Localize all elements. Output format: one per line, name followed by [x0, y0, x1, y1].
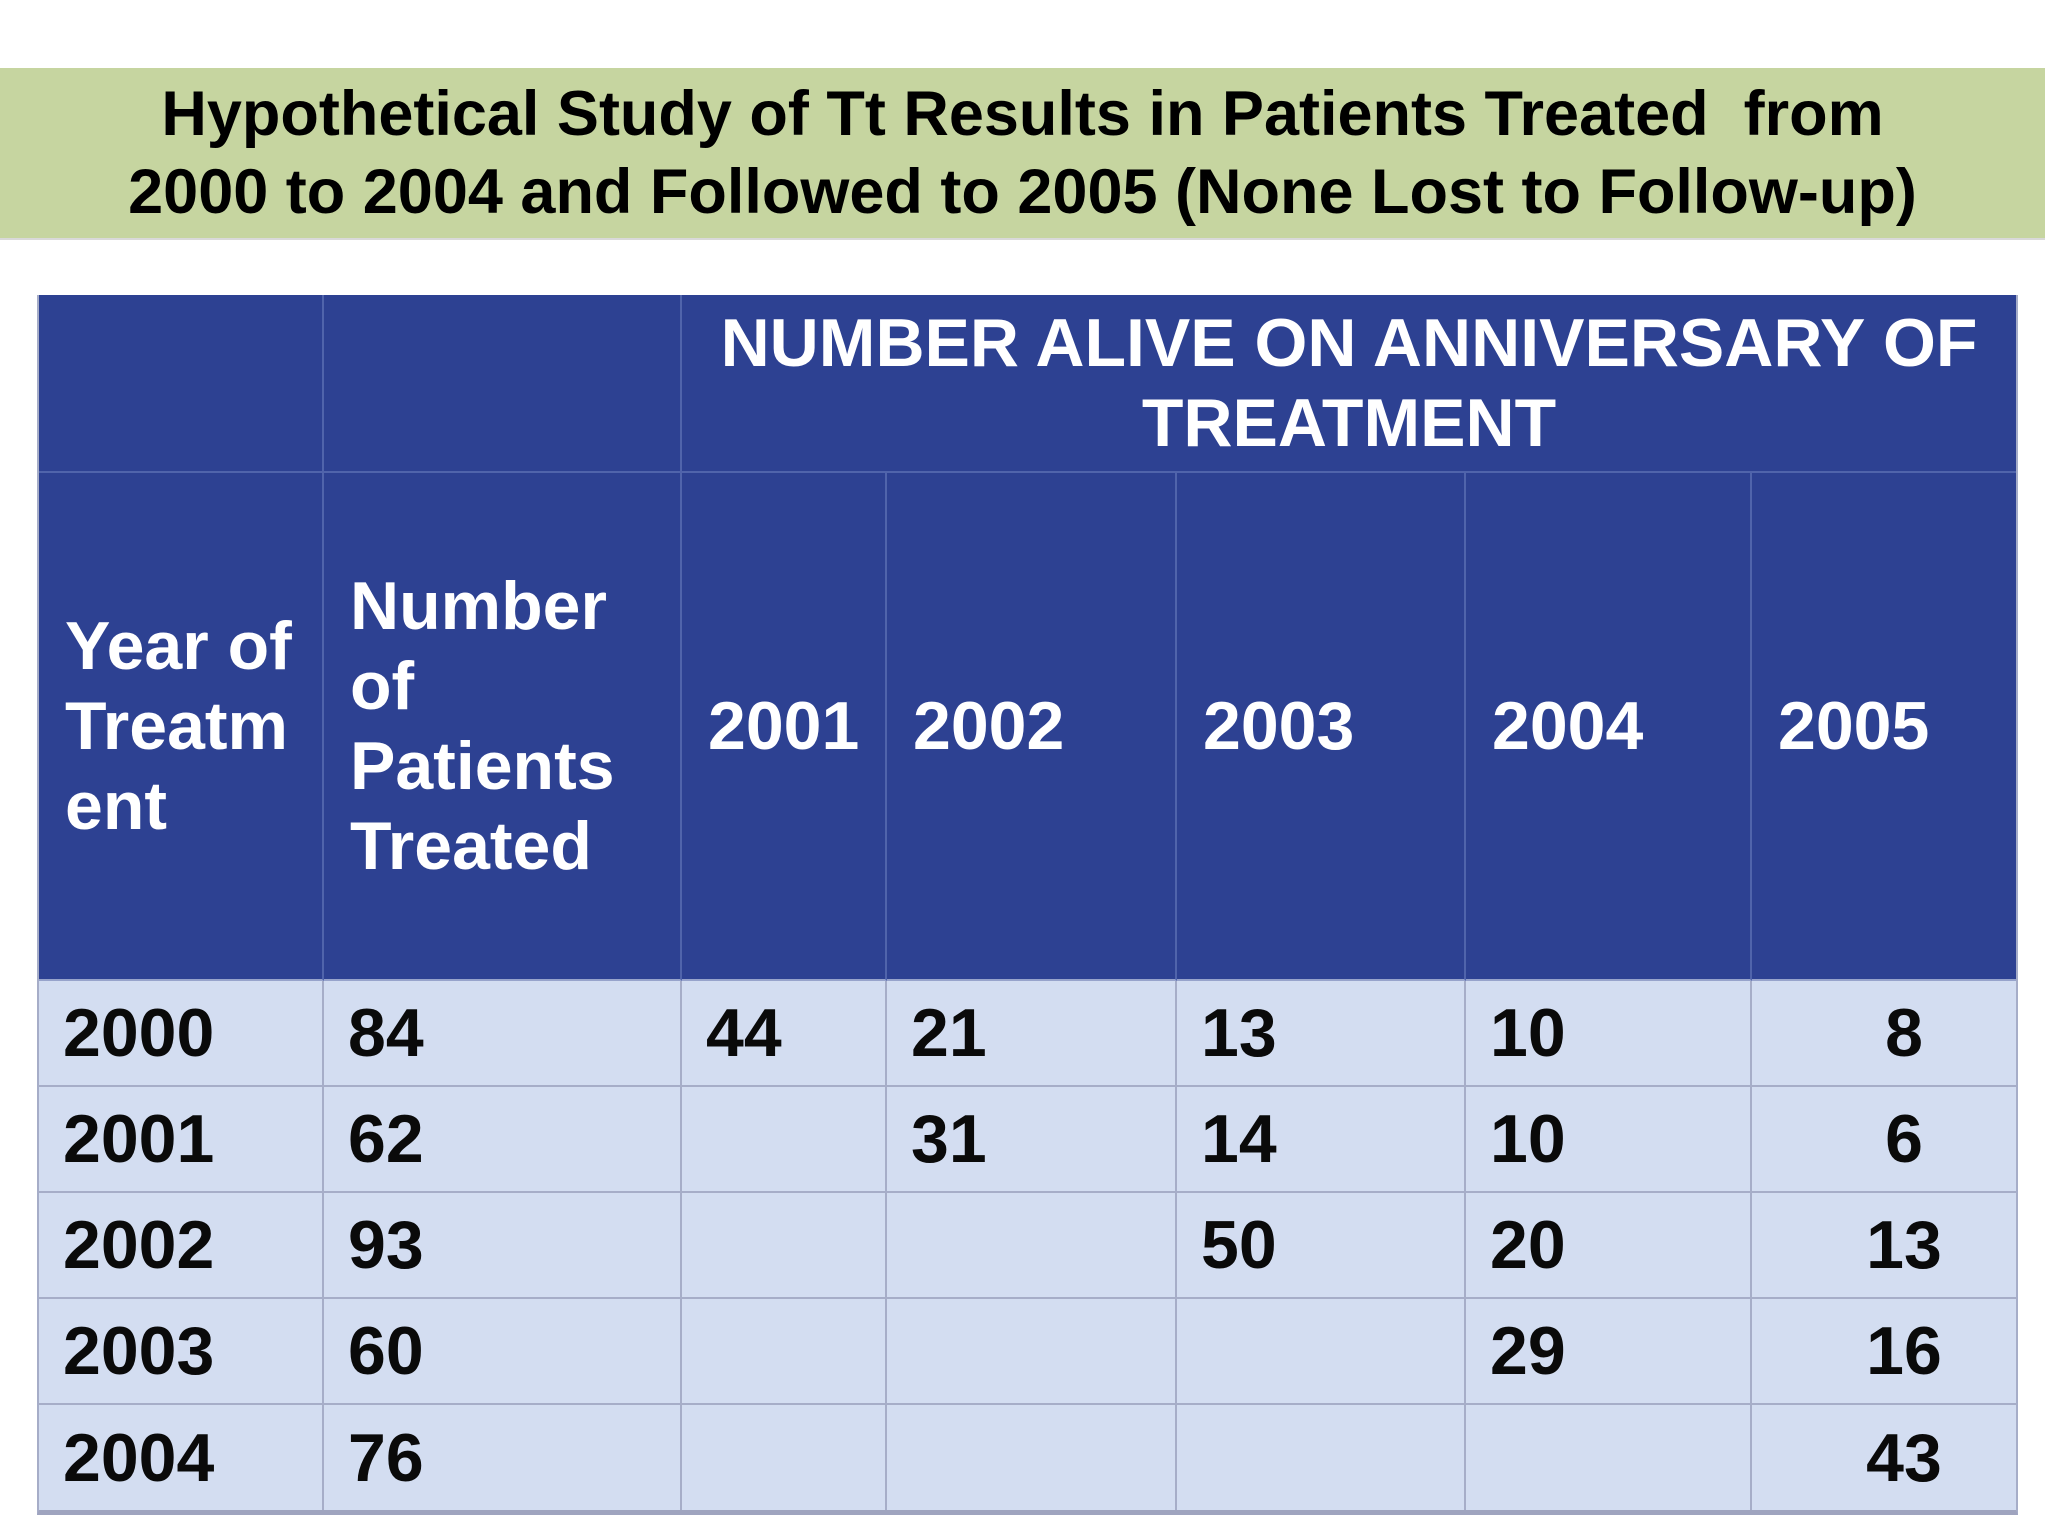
data-cell [682, 1299, 887, 1405]
data-cell: 13 [1752, 1193, 2016, 1299]
slide-title: Hypothetical Study of Tt Results in Pati… [128, 79, 1917, 227]
header-2003: 2003 [1177, 473, 1466, 981]
title-banner: Hypothetical Study of Tt Results in Pati… [0, 68, 2045, 238]
header-2001: 2001 [682, 473, 887, 981]
data-cell [682, 1405, 887, 1510]
data-cell: 76 [324, 1405, 682, 1510]
data-cell: 60 [324, 1299, 682, 1405]
header-spacer-year [39, 295, 324, 473]
data-cell [1177, 1299, 1466, 1405]
data-cell: 2000 [39, 981, 324, 1087]
data-cell: 6 [1752, 1087, 2016, 1193]
data-cell: 10 [1466, 1087, 1752, 1193]
header-2004: 2004 [1466, 473, 1752, 981]
study-table: NUMBER ALIVE ON ANNIVERSARY OF TREATMENT… [37, 295, 2018, 1515]
data-cell: 31 [887, 1087, 1177, 1193]
header-number-alive: NUMBER ALIVE ON ANNIVERSARY OF TREATMENT [682, 295, 2016, 473]
data-cell: 2003 [39, 1299, 324, 1405]
data-cell [887, 1405, 1177, 1510]
data-cell [887, 1299, 1177, 1405]
data-cell: 62 [324, 1087, 682, 1193]
data-cell [1466, 1405, 1752, 1510]
data-cell [887, 1193, 1177, 1299]
data-cell: 10 [1466, 981, 1752, 1087]
header-2002: 2002 [887, 473, 1177, 981]
data-cell: 2004 [39, 1405, 324, 1510]
data-cell [682, 1193, 887, 1299]
data-cell: 43 [1752, 1405, 2016, 1510]
data-cell: 21 [887, 981, 1177, 1087]
data-cell: 13 [1177, 981, 1466, 1087]
data-cell: 2002 [39, 1193, 324, 1299]
header-number-patients-treated: Number of Patients Treated [324, 473, 682, 981]
header-2005: 2005 [1752, 473, 2016, 981]
header-spacer-patients [324, 295, 682, 473]
data-cell: 16 [1752, 1299, 2016, 1405]
header-year-of-treatment: Year of Treatm ent [39, 473, 324, 981]
data-cell: 14 [1177, 1087, 1466, 1193]
data-cell: 29 [1466, 1299, 1752, 1405]
data-cell: 8 [1752, 981, 2016, 1087]
data-cell: 2001 [39, 1087, 324, 1193]
data-cell: 84 [324, 981, 682, 1087]
data-cell: 20 [1466, 1193, 1752, 1299]
data-cell: 50 [1177, 1193, 1466, 1299]
data-cell: 93 [324, 1193, 682, 1299]
data-cell [682, 1087, 887, 1193]
data-cell: 44 [682, 981, 887, 1087]
data-cell [1177, 1405, 1466, 1510]
